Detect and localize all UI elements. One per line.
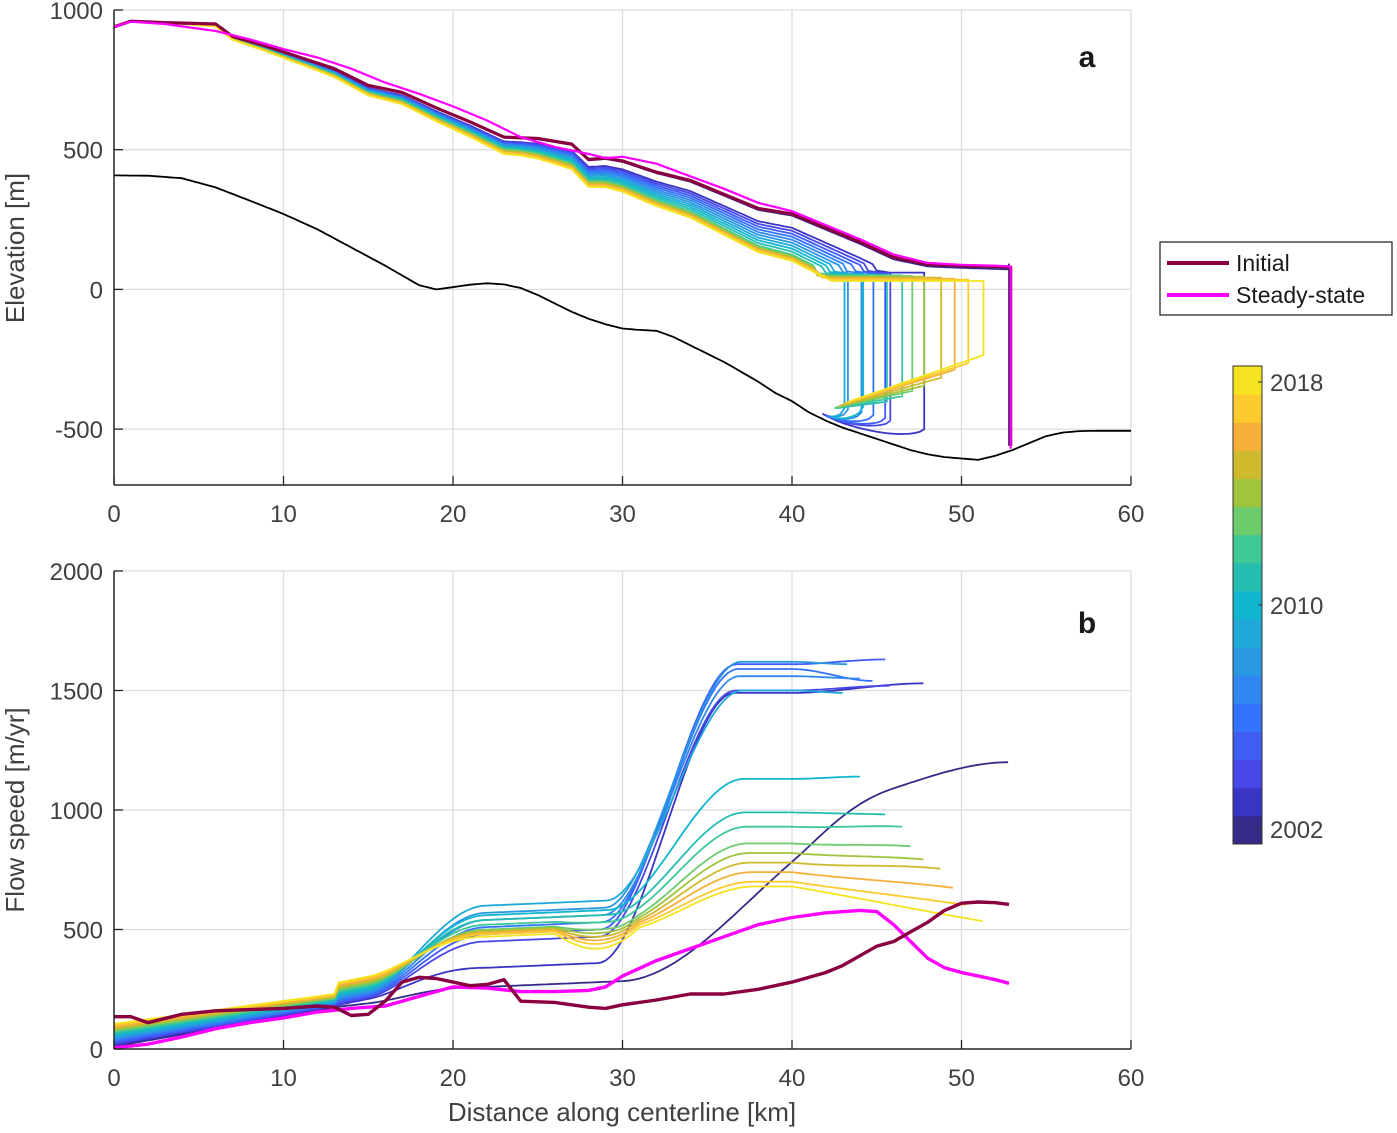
panel-a-grid xyxy=(113,9,1132,485)
panel-a-y-tick-label: 1000 xyxy=(50,0,103,25)
legend-label-initial: Initial xyxy=(1236,250,1290,276)
panel-a-x-tick-label: 50 xyxy=(948,501,975,528)
panel-a-label: a xyxy=(1079,41,1096,74)
colorbar-cell-2008 xyxy=(1233,647,1262,676)
panel-a-x-tick-label: 30 xyxy=(609,501,636,528)
panel-b-y-tick-label: 1000 xyxy=(50,798,103,825)
surface-profile-2003 xyxy=(113,20,926,435)
colorbar-cell-2009 xyxy=(1233,619,1262,648)
panel-a-y-axis-label: Elevation [m] xyxy=(0,173,30,323)
colorbar-cell-2010 xyxy=(1233,590,1262,620)
panel-b-lines xyxy=(113,658,1010,1050)
panel-a-y-tick-label: 500 xyxy=(63,138,103,165)
colorbar-cell-2005 xyxy=(1233,731,1262,761)
speed-profile-2015 xyxy=(113,861,941,1030)
legend-box xyxy=(1159,241,1393,316)
colorbar-cell-2011 xyxy=(1233,562,1262,592)
panel-b-x-tick-label: 60 xyxy=(1118,1065,1145,1092)
panel-a-x-tick-labels: 0 10 20 30 40 50 60 xyxy=(107,501,1144,528)
surface-profile-2005 xyxy=(113,20,887,425)
panel-b-x-tick-label: 50 xyxy=(948,1065,975,1092)
surface-profile-2017 xyxy=(113,20,970,405)
panel-b-flow-speed: 0 10 20 30 40 50 60 0 500 1000 1500 2000 Flow spee… xyxy=(0,559,1144,1127)
colorbar-cell-2018 xyxy=(1233,366,1262,395)
colorbar-cell-2002 xyxy=(1233,815,1262,845)
colorbar-cell-2013 xyxy=(1233,506,1262,536)
speed-profile-2018 xyxy=(113,885,983,1025)
panel-a-y-tick-label: 0 xyxy=(90,277,103,304)
panel-b-y-tick-label: 0 xyxy=(90,1037,103,1064)
steady-state-speed-line xyxy=(113,908,1010,1050)
colorbar-cell-2004 xyxy=(1233,759,1262,789)
speed-profile-2012 xyxy=(113,825,903,1034)
panel-b-x-tick-labels: 0 10 20 30 40 50 60 xyxy=(107,1065,1144,1092)
panel-a-elevation: 0 10 20 30 40 50 60 -500 0 500 1000 Elevation [m]… xyxy=(0,0,1144,528)
initial-surface-line xyxy=(113,19,1013,446)
initial-speed-line xyxy=(114,900,1010,1025)
panel-a-x-tick-label: 20 xyxy=(440,501,467,528)
surface-profile-2011 xyxy=(113,20,888,410)
speed-profile-2016 xyxy=(113,871,954,1028)
x-axis-label: Distance along centerline [km] xyxy=(448,1097,796,1127)
colorbar-cell-2003 xyxy=(1233,787,1262,817)
panel-b-y-tick-label: 2000 xyxy=(50,559,103,586)
colorbar-label-2018: 2018 xyxy=(1270,370,1323,397)
panel-b-axes xyxy=(113,570,1132,1050)
bed-topography-line xyxy=(114,174,1131,461)
surface-profile-2014 xyxy=(113,20,926,408)
panel-a-x-tick-label: 60 xyxy=(1118,501,1145,528)
speed-profile-2010 xyxy=(113,775,860,1037)
panel-a-x-tick-label: 0 xyxy=(107,501,120,528)
colorbar: 2018 2010 2002 xyxy=(1232,365,1323,845)
colorbar-cell-2007 xyxy=(1233,675,1262,704)
colorbar-label-2002: 2002 xyxy=(1270,817,1323,844)
steady-state-surface-line xyxy=(113,20,1012,449)
panel-a-y-tick-labels: -500 0 500 1000 xyxy=(50,0,103,444)
surface-profile-2002 xyxy=(113,20,1010,446)
panel-a-y-tick-label: -500 xyxy=(55,417,103,444)
panel-b-y-axis-label: Flow speed [m/yr] xyxy=(0,707,30,912)
panel-b-x-tick-label: 30 xyxy=(609,1065,636,1092)
surface-profile-2015 xyxy=(113,20,943,407)
speed-profile-2009 xyxy=(113,689,843,1038)
panel-b-y-tick-label: 500 xyxy=(63,918,103,945)
legend-label-steady-state: Steady-state xyxy=(1236,282,1365,308)
panel-a-axes xyxy=(113,9,1132,486)
speed-profile-2011 xyxy=(113,811,886,1035)
panel-a-x-tick-label: 40 xyxy=(779,501,806,528)
panel-a-x-tick-label: 10 xyxy=(270,501,297,528)
colorbar-cell-2006 xyxy=(1233,703,1262,733)
surface-profile-2018 xyxy=(113,20,985,403)
colorbar-cell-2017 xyxy=(1233,394,1262,423)
panel-b-y-tick-labels: 0 500 1000 1500 2000 xyxy=(50,559,103,1064)
speed-profile-2008 xyxy=(113,660,848,1039)
speed-profile-2005 xyxy=(113,658,886,1044)
colorbar-cell-2012 xyxy=(1233,534,1262,564)
speed-profile-2017 xyxy=(113,880,966,1027)
panel-b-x-tick-label: 0 xyxy=(107,1065,120,1092)
colorbar-label-2010: 2010 xyxy=(1270,593,1323,620)
panel-b-x-tick-label: 10 xyxy=(270,1065,297,1092)
panel-b-y-tick-label: 1500 xyxy=(50,679,103,706)
panel-b-x-tick-label: 20 xyxy=(440,1065,467,1092)
colorbar-cell-2015 xyxy=(1233,450,1262,479)
panel-b-label: b xyxy=(1078,607,1096,640)
speed-profile-2014 xyxy=(113,852,924,1031)
surface-profile-2016 xyxy=(113,20,956,405)
legend: Initial Steady-state xyxy=(1159,241,1393,316)
panel-a-lines xyxy=(113,19,1131,461)
panel-b-x-tick-label: 40 xyxy=(779,1065,806,1092)
colorbar-cell-2014 xyxy=(1233,478,1262,508)
colorbar-cell-2016 xyxy=(1233,422,1262,451)
speed-profile-2006 xyxy=(113,668,873,1042)
